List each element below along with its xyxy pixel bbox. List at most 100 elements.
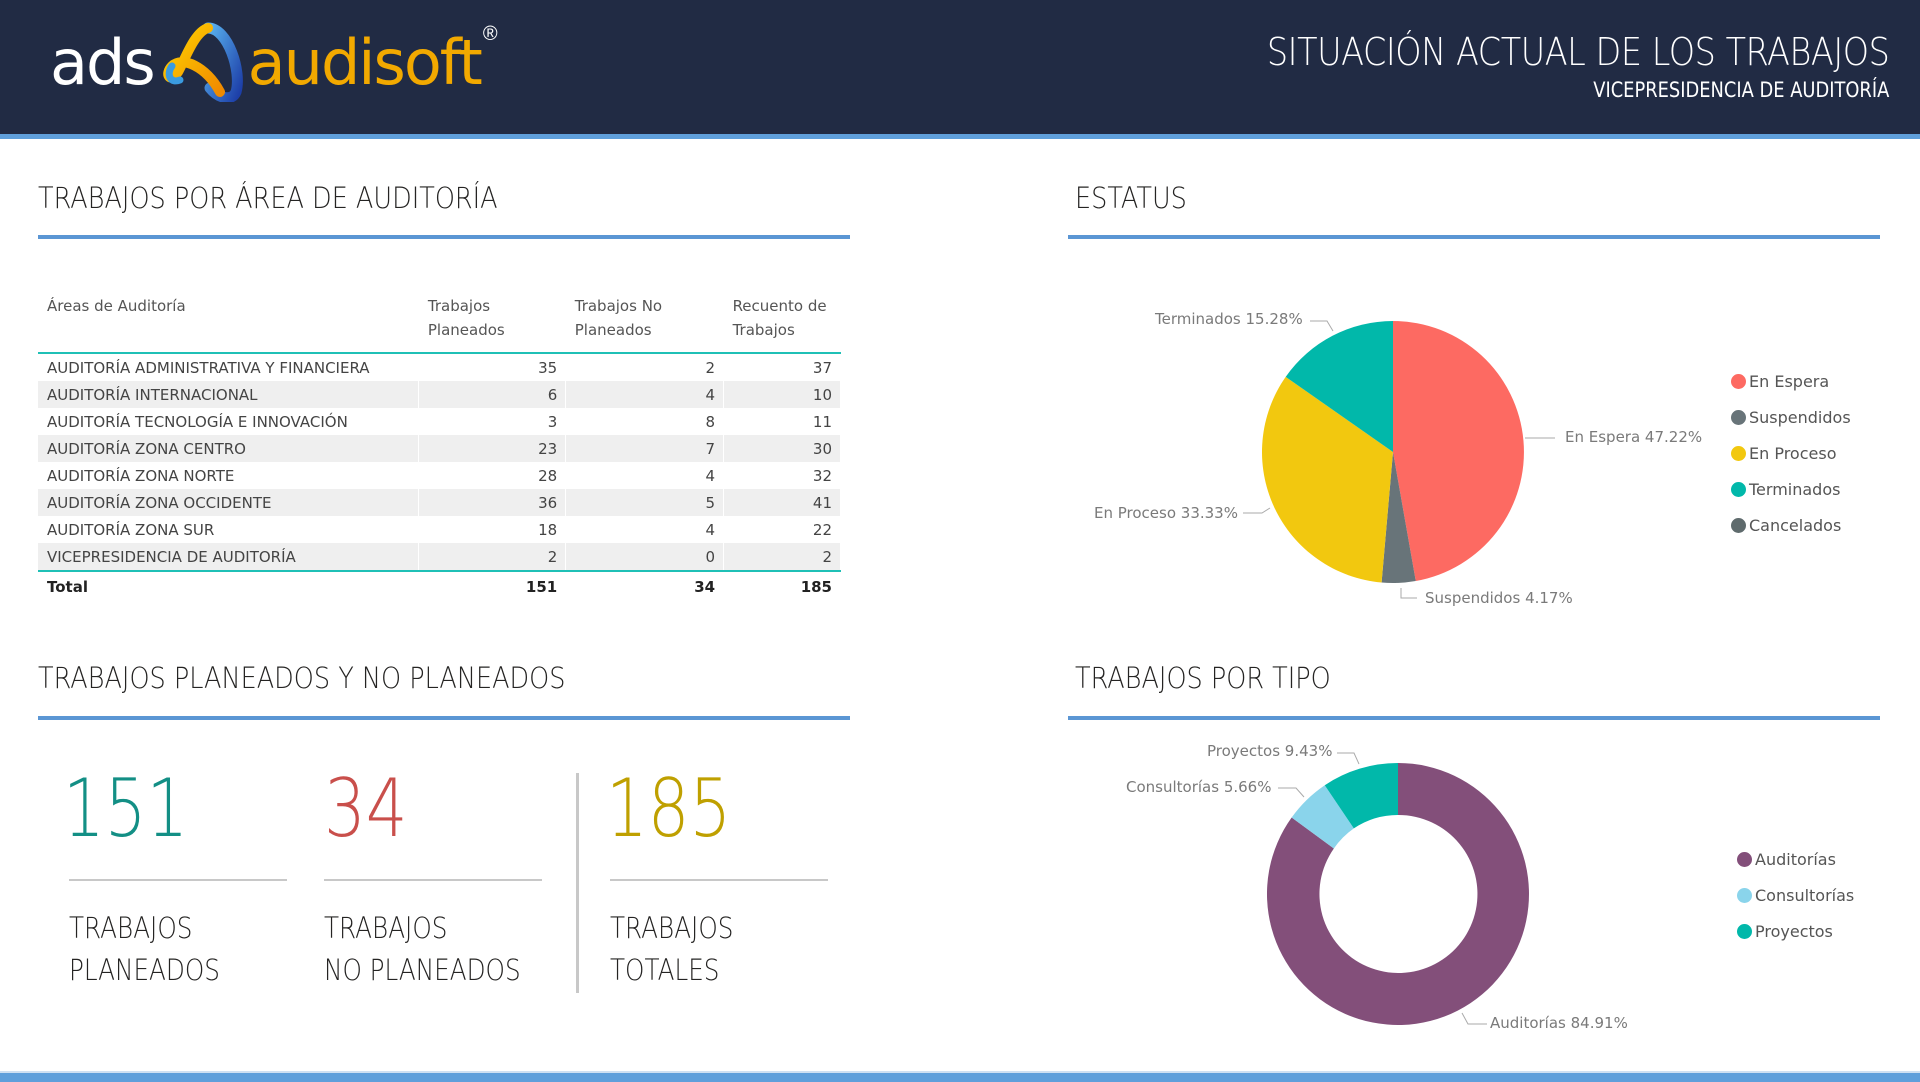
table-total-row: Total 151 34 185: [38, 571, 841, 602]
legend-item-en-proceso[interactable]: En Proceso: [1731, 435, 1851, 471]
cell-planeados: 3: [418, 408, 567, 435]
registered-mark: ®: [482, 22, 498, 45]
kpi-totales-label: TRABAJOS TOTALES: [610, 911, 734, 987]
kpi-no-planeados-value: 34: [324, 762, 408, 855]
legend-item-suspendidos[interactable]: Suspendidos: [1731, 399, 1851, 435]
label-en-espera: En Espera 47.22%: [1565, 428, 1703, 446]
areas-section-underline: [38, 235, 850, 239]
legend-dot-icon: [1731, 517, 1746, 533]
audisoft-logo: ads audisoft ®: [50, 22, 498, 102]
logo-audisoft-text: audisoft: [247, 25, 483, 99]
cell-total-recuento: 185: [723, 571, 841, 602]
kpi-section-title: TRABAJOS PLANEADOS Y NO PLANEADOS: [38, 661, 566, 695]
cell-no-planeados: 2: [565, 353, 725, 381]
table-row[interactable]: AUDITORÍA ZONA OCCIDENTE 36 5 41: [38, 489, 841, 516]
column-header-recuento[interactable]: Recuento de Trabajos: [723, 290, 841, 354]
cell-total-label: Total: [38, 571, 420, 602]
status-legend: En Espera Suspendidos En Proceso Termina…: [1731, 363, 1851, 543]
column-header-planeados[interactable]: Trabajos Planeados: [418, 290, 566, 354]
kpi-totales-value: 185: [606, 762, 732, 855]
cell-area: AUDITORÍA ADMINISTRATIVA Y FINANCIERA: [38, 353, 420, 381]
cell-planeados: 6: [418, 381, 567, 408]
label-auditorias: Auditorías 84.91%: [1490, 1014, 1628, 1032]
cell-no-planeados: 0: [565, 543, 725, 572]
legend-dot-icon: [1737, 851, 1752, 867]
type-section-title: TRABAJOS POR TIPO: [1075, 661, 1331, 695]
kpi-totales-divider: [610, 879, 828, 881]
cell-no-planeados: 4: [565, 381, 725, 408]
areas-table: Áreas de Auditoría Trabajos Planeados Tra…: [38, 290, 841, 602]
cell-planeados: 35: [418, 353, 567, 381]
kpi-separator: [576, 773, 579, 993]
kpi-planeados-value: 151: [63, 762, 189, 855]
logo-ads-text: ads: [50, 25, 156, 99]
donut-slice-consultorias[interactable]: [1291, 785, 1354, 849]
table-row[interactable]: AUDITORÍA ZONA NORTE 28 4 32: [38, 462, 841, 489]
cell-total-no-planeados: 34: [565, 571, 725, 602]
legend-dot-icon: [1731, 373, 1746, 389]
cell-total-planeados: 151: [418, 571, 567, 602]
report-subtitle: VICEPRESIDENCIA DE AUDITORÍA: [1592, 78, 1889, 102]
areas-section-title: TRABAJOS POR ÁREA DE AUDITORÍA: [38, 181, 498, 215]
cell-area: AUDITORÍA ZONA SUR: [38, 516, 420, 543]
column-header-no-planeados[interactable]: Trabajos No Planeados: [565, 290, 724, 354]
cell-recuento: 22: [723, 516, 841, 543]
type-section-underline: [1068, 716, 1880, 720]
table-row[interactable]: AUDITORÍA INTERNACIONAL 6 4 10: [38, 381, 841, 408]
pie-slice-en-proceso[interactable]: [1261, 376, 1393, 583]
logo-ribbon-icon: [162, 22, 243, 102]
legend-item-consultorias[interactable]: Consultorías: [1737, 877, 1854, 913]
legend-dot-icon: [1731, 409, 1746, 425]
table-row[interactable]: AUDITORÍA TECNOLOGÍA E INNOVACIÓN 3 8 11: [38, 408, 841, 435]
pie-slice-en-espera[interactable]: [1393, 321, 1524, 581]
legend-item-terminados[interactable]: Terminados: [1731, 471, 1851, 507]
table-row[interactable]: AUDITORÍA ZONA CENTRO 23 7 30: [38, 435, 841, 462]
kpi-planeados-divider: [69, 879, 287, 881]
footer-bar: [0, 1071, 1920, 1082]
cell-planeados: 28: [418, 462, 567, 489]
report-header: ads audisoft ® SITUACIÓN ACTUAL DE LOS T…: [0, 0, 1920, 134]
legend-item-auditorias[interactable]: Auditorías: [1737, 841, 1854, 877]
type-donut-chart: [1266, 752, 1529, 1026]
cell-planeados: 2: [418, 543, 567, 572]
donut-slice-auditorias[interactable]: [1266, 763, 1529, 1026]
table-row[interactable]: AUDITORÍA ADMINISTRATIVA Y FINANCIERA 35…: [38, 353, 841, 381]
table-row[interactable]: AUDITORÍA ZONA SUR 18 4 22: [38, 516, 841, 543]
cell-planeados: 18: [418, 516, 567, 543]
cell-recuento: 32: [723, 462, 841, 489]
legend-item-proyectos[interactable]: Proyectos: [1737, 913, 1854, 949]
cell-area: AUDITORÍA ZONA OCCIDENTE: [38, 489, 420, 516]
legend-item-cancelados[interactable]: Cancelados: [1731, 507, 1851, 543]
label-consultorias: Consultorías 5.66%: [1126, 778, 1272, 796]
legend-dot-icon: [1731, 481, 1746, 497]
cell-recuento: 11: [723, 408, 841, 435]
cell-recuento: 41: [723, 489, 841, 516]
kpi-planeados-label: TRABAJOS PLANEADOS: [69, 911, 220, 987]
status-section-title: ESTATUS: [1075, 181, 1187, 215]
legend-dot-icon: [1731, 445, 1746, 461]
legend-item-en-espera[interactable]: En Espera: [1731, 363, 1851, 399]
legend-dot-icon: [1737, 887, 1752, 903]
table-row[interactable]: VICEPRESIDENCIA DE AUDITORÍA 2 0 2: [38, 543, 841, 572]
cell-area: AUDITORÍA TECNOLOGÍA E INNOVACIÓN: [38, 408, 420, 435]
cell-recuento: 10: [723, 381, 841, 408]
cell-area: AUDITORÍA ZONA NORTE: [38, 462, 420, 489]
type-legend: Auditorías Consultorías Proyectos: [1737, 841, 1854, 949]
status-pie-chart: [1243, 320, 1555, 599]
pie-slice-terminados[interactable]: [1285, 321, 1393, 452]
cell-area: VICEPRESIDENCIA DE AUDITORÍA: [38, 543, 420, 572]
donut-slice-proyectos[interactable]: [1324, 762, 1398, 829]
column-header-area[interactable]: Áreas de Auditoría: [38, 290, 419, 354]
cell-recuento: 2: [723, 543, 841, 572]
kpi-no-planeados-label: TRABAJOS NO PLANEADOS: [324, 911, 521, 987]
status-section-underline: [1068, 235, 1880, 239]
cell-planeados: 23: [418, 435, 567, 462]
cell-area: AUDITORÍA ZONA CENTRO: [38, 435, 420, 462]
cell-no-planeados: 7: [565, 435, 725, 462]
cell-recuento: 37: [723, 353, 841, 381]
header-divider: [0, 134, 1920, 139]
cell-no-planeados: 4: [565, 516, 725, 543]
pie-slice-suspendidos[interactable]: [1381, 452, 1416, 583]
kpi-no-planeados-divider: [324, 879, 542, 881]
label-suspendidos: Suspendidos 4.17%: [1425, 589, 1573, 607]
